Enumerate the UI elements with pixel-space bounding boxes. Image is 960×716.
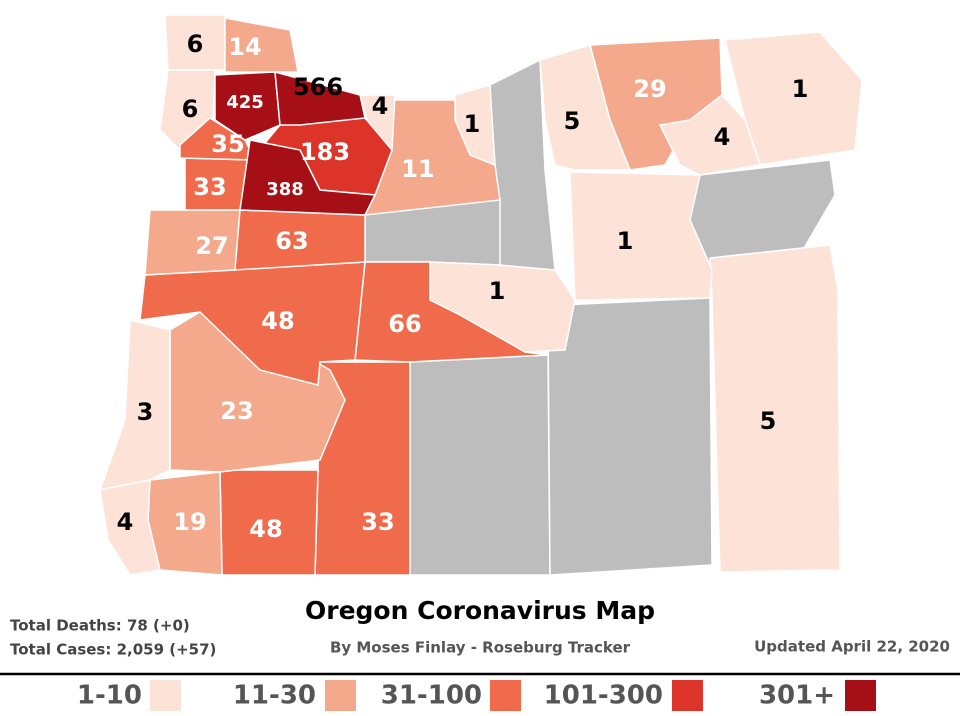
legend-label: 101-300 xyxy=(544,681,663,711)
updated-date: Updated April 22, 2020 xyxy=(754,638,950,656)
county xyxy=(354,261,549,363)
legend: 1-10 11-30 31-100 101-300 301+ xyxy=(77,680,876,711)
county-no-data xyxy=(409,354,551,576)
county xyxy=(239,139,377,216)
county-case-count: 35 xyxy=(211,130,244,158)
county-case-count: 11 xyxy=(401,155,434,183)
legend-label: 1-10 xyxy=(77,681,142,711)
county-case-count: 23 xyxy=(220,397,253,425)
legend-swatch xyxy=(490,680,521,711)
county-case-count: 566 xyxy=(293,73,343,101)
county-case-count: 1 xyxy=(489,277,506,305)
county-case-count: 6 xyxy=(182,95,199,123)
county xyxy=(214,71,281,141)
county-case-count: 4 xyxy=(714,123,731,151)
county-case-count: 1 xyxy=(617,227,634,255)
byline: By Moses Finlay - Roseburg Tracker xyxy=(330,639,631,657)
county xyxy=(658,93,761,176)
county-case-count: 183 xyxy=(300,138,350,166)
county-case-count: 1 xyxy=(464,110,481,138)
legend-swatch xyxy=(150,680,181,711)
county xyxy=(709,244,841,573)
county-case-count: 48 xyxy=(249,515,282,543)
county xyxy=(274,70,366,126)
county xyxy=(98,319,171,491)
county-case-count: 4 xyxy=(372,92,389,120)
county xyxy=(224,17,299,73)
county-case-count: 29 xyxy=(633,75,666,103)
oregon-map xyxy=(98,14,863,576)
county xyxy=(569,171,713,301)
county-case-count: 33 xyxy=(193,173,226,201)
county-case-count: 48 xyxy=(261,307,294,335)
county-case-count: 3 xyxy=(137,398,154,426)
county-case-count: 27 xyxy=(195,232,228,260)
county-case-count: 5 xyxy=(760,407,777,435)
county-case-count: 14 xyxy=(228,33,261,61)
legend-label: 301+ xyxy=(759,681,835,711)
county-case-count: 425 xyxy=(226,92,264,113)
county-case-count: 66 xyxy=(388,310,421,338)
total-cases: Total Cases: 2,059 (+57) xyxy=(10,641,216,659)
county-case-count: 19 xyxy=(173,508,206,536)
legend-swatch xyxy=(845,680,876,711)
county-case-count: 4 xyxy=(117,508,134,536)
legend-swatch xyxy=(325,680,356,711)
county-case-count: 5 xyxy=(564,107,581,135)
county-case-count: 6 xyxy=(187,30,204,58)
county-case-count: 388 xyxy=(266,179,304,200)
county-case-count: 1 xyxy=(792,75,809,103)
county xyxy=(139,261,366,386)
county xyxy=(539,44,632,171)
county-case-count: 63 xyxy=(275,227,308,255)
legend-label: 31-100 xyxy=(381,681,482,711)
title: Oregon Coronavirus Map xyxy=(305,596,655,625)
total-deaths: Total Deaths: 78 (+0) xyxy=(10,617,190,635)
legend-label: 11-30 xyxy=(233,681,316,711)
legend-swatch xyxy=(672,680,703,711)
county-case-count: 33 xyxy=(361,508,394,536)
county-no-data xyxy=(547,297,713,576)
